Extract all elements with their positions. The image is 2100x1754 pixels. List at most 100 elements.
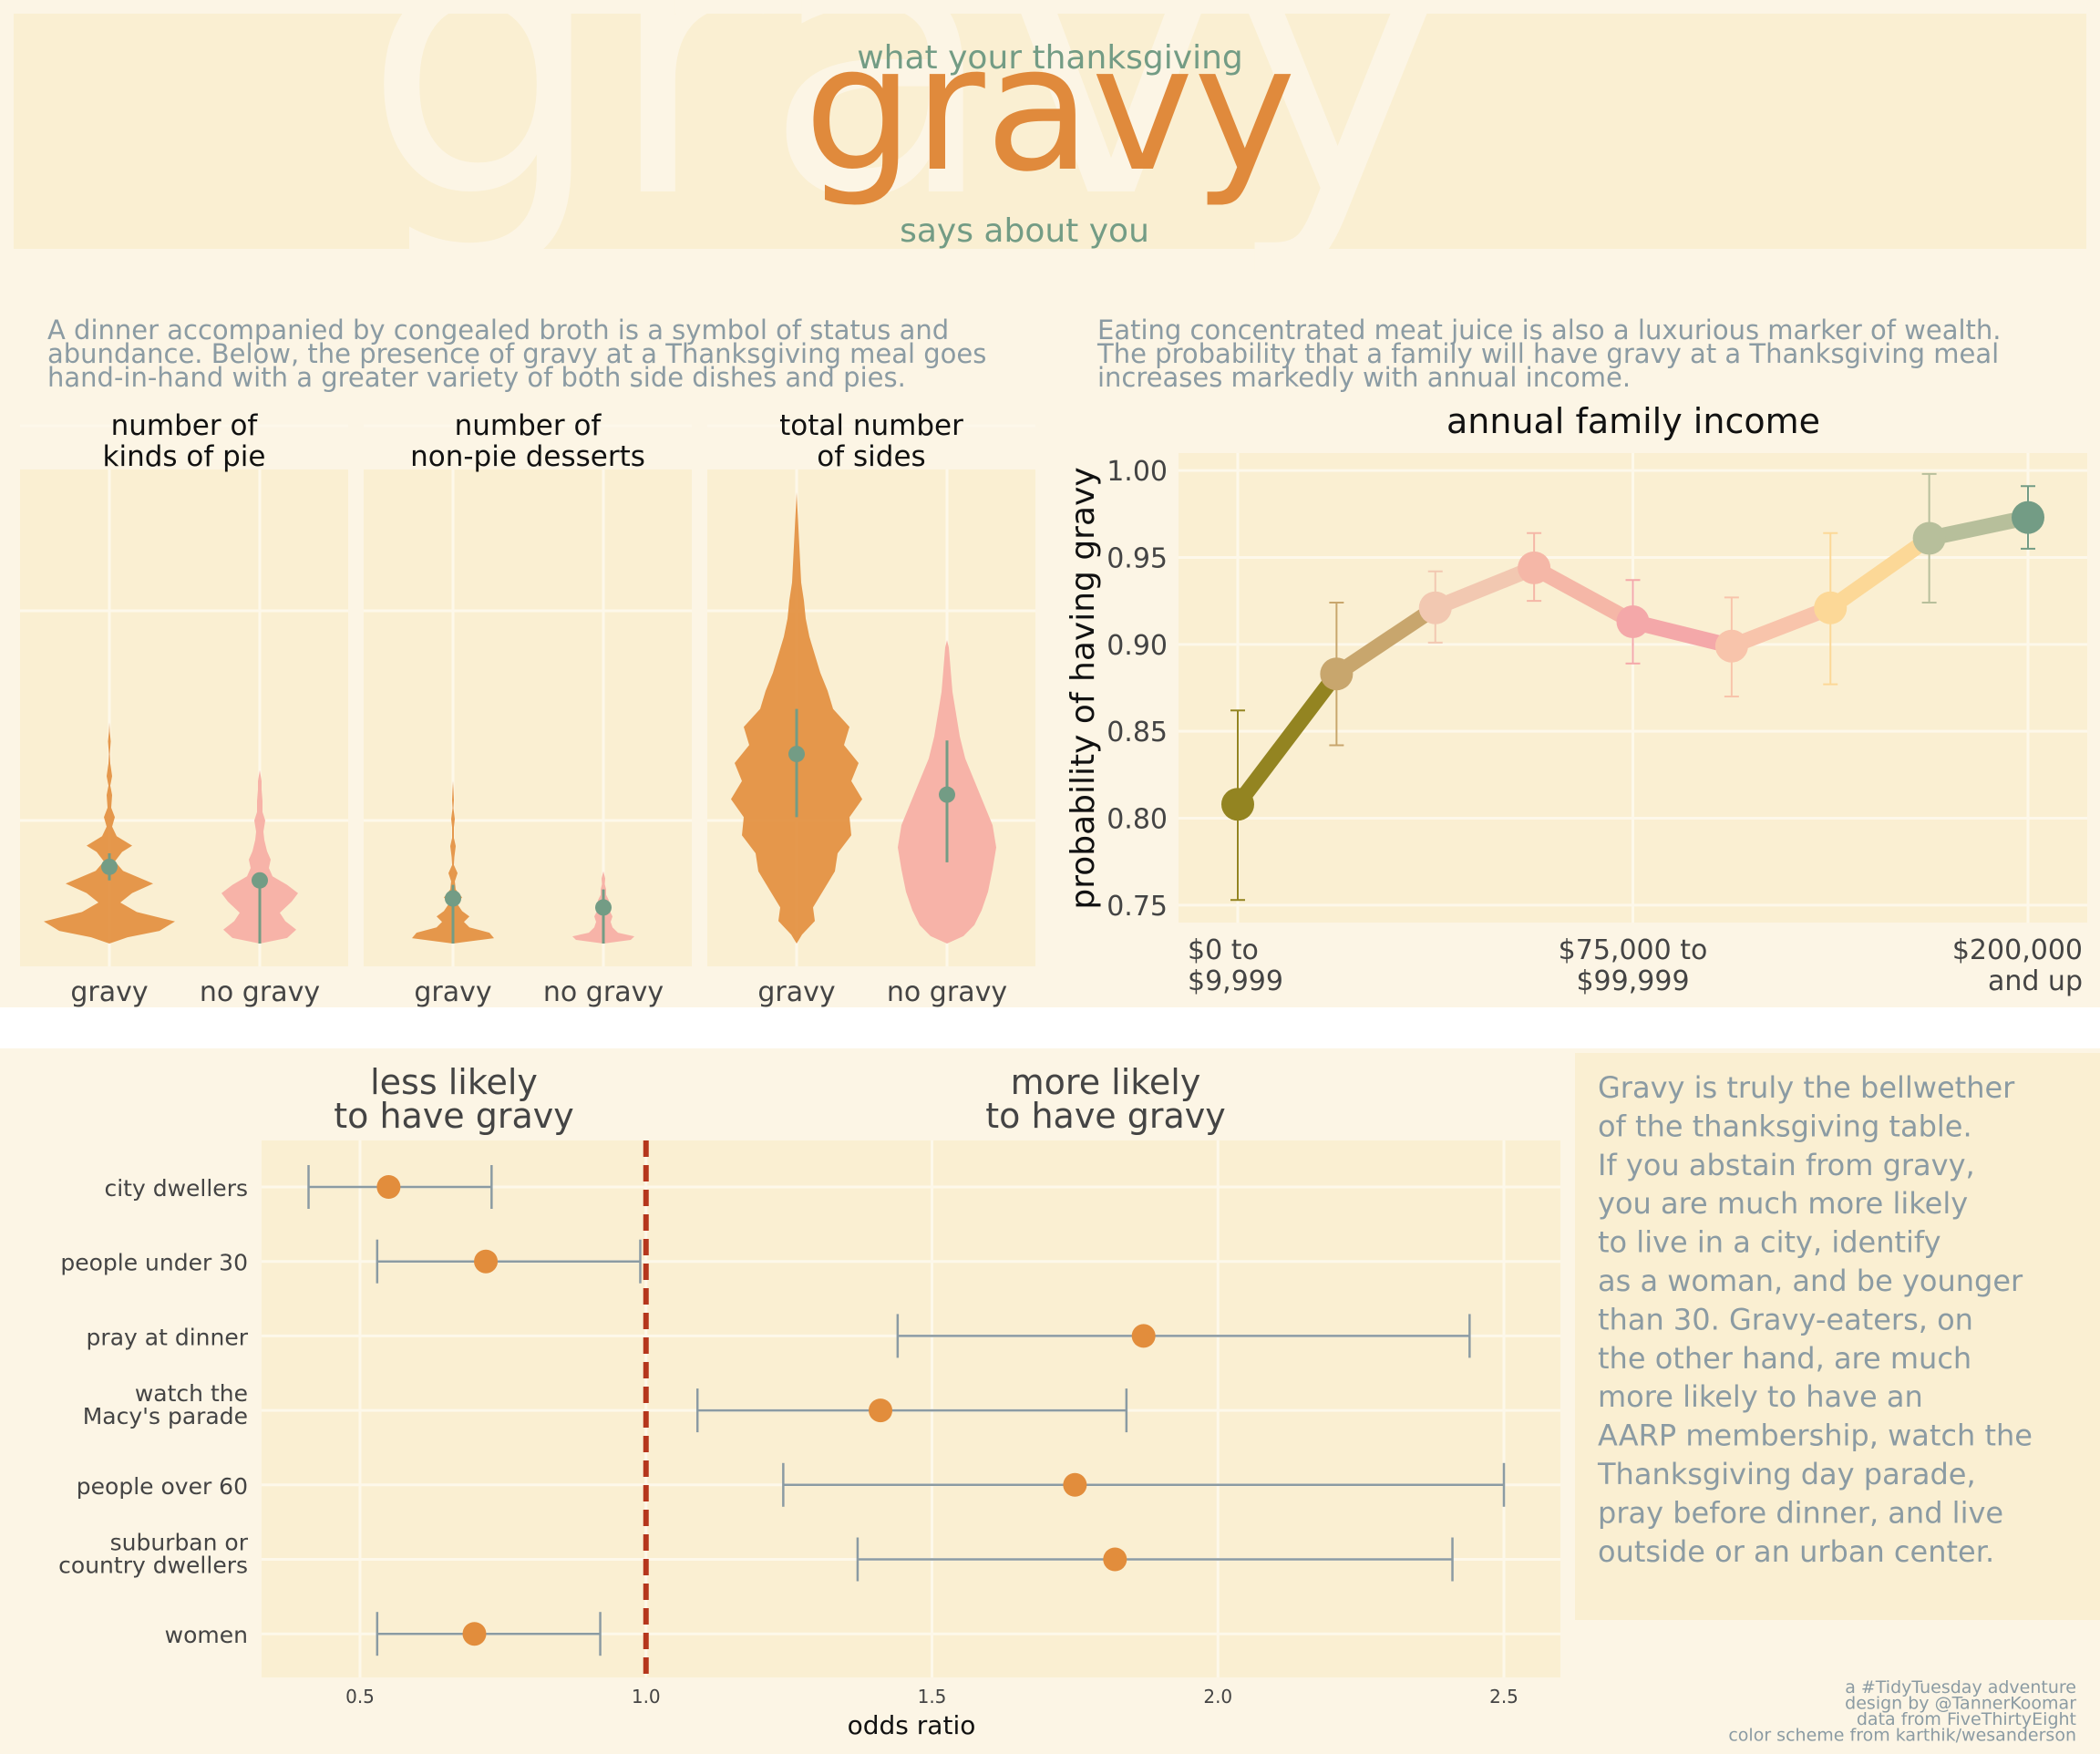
income-point: [1221, 788, 1254, 821]
sidebar-line: you are much more likely: [1598, 1186, 1968, 1221]
y-tick-label: 0.95: [1107, 542, 1168, 574]
header-band: [14, 14, 2086, 249]
odds-point: [1063, 1472, 1087, 1497]
header-subtitle: says about you: [900, 212, 1149, 250]
income-point: [1814, 591, 1848, 624]
forest-left-heading-line: to have gravy: [334, 1096, 574, 1136]
violin-gravy: [44, 722, 175, 944]
income-point: [1616, 605, 1650, 639]
forest-right-heading-line: more likely: [1011, 1062, 1201, 1102]
sidebar-line: Thanksgiving day parade,: [1597, 1457, 1976, 1491]
sidebar-line: Gravy is truly the bellwether: [1598, 1070, 2015, 1105]
violin-title: number of kinds of pie: [103, 409, 266, 473]
forest-row-label: pray at dinner: [87, 1324, 249, 1350]
violin-mean-point: [939, 786, 955, 803]
forest-row-label-line: watch the: [135, 1380, 248, 1407]
header-title: gravy: [804, 8, 1296, 210]
violin-title: number of non-pie desserts: [410, 409, 645, 473]
sidebar-line: If you abstain from gravy,: [1598, 1148, 1975, 1182]
violin-mean-point: [252, 872, 268, 889]
violin-x-tick-label: no gravy: [887, 976, 1007, 1008]
credit-line: design by @TannerKoomar: [1845, 1694, 2076, 1714]
credit-line: color scheme from karthik/wesanderson: [1728, 1726, 2076, 1746]
income-point: [1418, 591, 1452, 624]
violin-panel: number of kinds of pie gravy no gravy: [20, 409, 348, 1008]
intro-right-line: increases markedly with annual income.: [1097, 362, 1631, 393]
income-line-segment: [1625, 614, 1740, 655]
sidebar-line: to live in a city, identify: [1598, 1225, 1941, 1260]
x-tick-label: 1.5: [918, 1686, 947, 1708]
x-tick-label: $75,000 to $99,999: [1559, 934, 1708, 997]
x-tick-label-line: $200,000: [1952, 934, 2083, 966]
violin-title-line: kinds of pie: [103, 440, 266, 473]
income-point: [1714, 629, 1748, 663]
intro-left-line: hand-in-hand with a greater variety of b…: [47, 362, 906, 393]
violin-mean-point: [595, 899, 612, 916]
sidebar-line: than 30. Gravy-eaters, on: [1598, 1302, 1973, 1336]
violin-title-line: of sides: [817, 440, 925, 473]
sidebar-line: AARP membership, watch the: [1598, 1419, 2033, 1453]
income-point: [1912, 521, 1946, 555]
income-point: [1518, 551, 1551, 584]
violin-panel: number of non-pie desserts gravy no gravy: [364, 409, 692, 1008]
violin-title-line: non-pie desserts: [410, 440, 645, 473]
intro-left: A dinner accompanied by congealed broth …: [47, 315, 986, 393]
violin-mean-point: [445, 890, 461, 907]
sidebar-line: outside or an urban center.: [1598, 1534, 1994, 1569]
forest-right-heading-line: to have gravy: [985, 1096, 1226, 1136]
violin-x-tick-label: no gravy: [200, 976, 320, 1008]
sidebar-text: Gravy is truly the bellwether of the than…: [1597, 1070, 2033, 1569]
odds-point: [869, 1398, 893, 1423]
y-tick-label: 0.75: [1107, 891, 1168, 923]
sidebar-line: the other hand, are much: [1598, 1341, 1971, 1376]
violin-title-line: total number: [779, 409, 963, 442]
x-tick-label-line: $9,999: [1188, 965, 1283, 997]
violin-title: total number of sides: [779, 409, 963, 473]
violin-x-tick-label: gravy: [70, 976, 148, 1008]
income-chart: 0.75 0.80 0.85 0.90 0.95 1.00 $0 to $9,999 $75,0…: [1065, 401, 2087, 997]
odds-point: [474, 1249, 499, 1274]
income-line-segment: [1230, 665, 1344, 812]
y-tick-label: 1.00: [1107, 456, 1168, 488]
y-tick-label: 0.90: [1107, 630, 1168, 662]
income-line-segment: [1328, 600, 1444, 682]
violin-gravy: [412, 780, 494, 944]
violin-panel-bg: [20, 469, 348, 966]
odds-point: [1103, 1547, 1127, 1572]
sidebar-panel: [1575, 1053, 2100, 1620]
intro-left-line: A dinner accompanied by congealed broth …: [47, 315, 949, 346]
credit-line: a #TidyTuesday adventure: [1845, 1677, 2076, 1697]
header: gravy what your thanksgiving gravy says …: [14, 0, 2086, 283]
section-separator: [0, 1007, 2100, 1048]
header-pretitle: what your thanksgiving: [857, 39, 1243, 77]
x-tick-label-line: $75,000 to: [1559, 934, 1708, 966]
forest-row-label: people over 60: [77, 1473, 248, 1500]
intro-right-line: The probability that a family will have …: [1096, 338, 1999, 369]
forest-right-heading: more likely to have gravy: [985, 1062, 1226, 1136]
forest-row-label: suburban or country dwellers: [58, 1530, 249, 1579]
income-line-segment: [1921, 510, 2036, 546]
header-watermark: gravy: [363, 0, 1451, 283]
income-point: [1320, 657, 1354, 691]
income-point: [2012, 500, 2044, 534]
forest-left-heading-line: less likely: [370, 1062, 538, 1102]
forest-row-label-line: Macy's parade: [83, 1403, 248, 1429]
forest-row-label-line: country dwellers: [58, 1553, 248, 1579]
y-tick-label: 0.85: [1107, 717, 1168, 748]
x-tick-label: $0 to $9,999: [1188, 934, 1283, 997]
sidebar: Gravy is truly the bellwether of the than…: [1575, 1053, 2100, 1620]
sidebar-line: more likely to have an: [1598, 1379, 1923, 1414]
x-tick-label: $200,000 and up: [1952, 934, 2083, 997]
intro-right-line: Eating concentrated meat juice is also a…: [1097, 315, 2002, 346]
odds-point: [1131, 1324, 1156, 1348]
credit-line: data from FiveThirtyEight: [1857, 1709, 2076, 1729]
forest-row-label-line: suburban or: [110, 1530, 249, 1556]
violin-x-tick-label: gravy: [414, 976, 491, 1008]
violin-mean-point: [788, 746, 805, 763]
forest-x-axis-label: odds ratio: [848, 1710, 976, 1740]
violin-x-tick-label: gravy: [757, 976, 835, 1008]
income-line-segment: [1427, 560, 1542, 616]
income-line-segment: [1724, 600, 1838, 655]
